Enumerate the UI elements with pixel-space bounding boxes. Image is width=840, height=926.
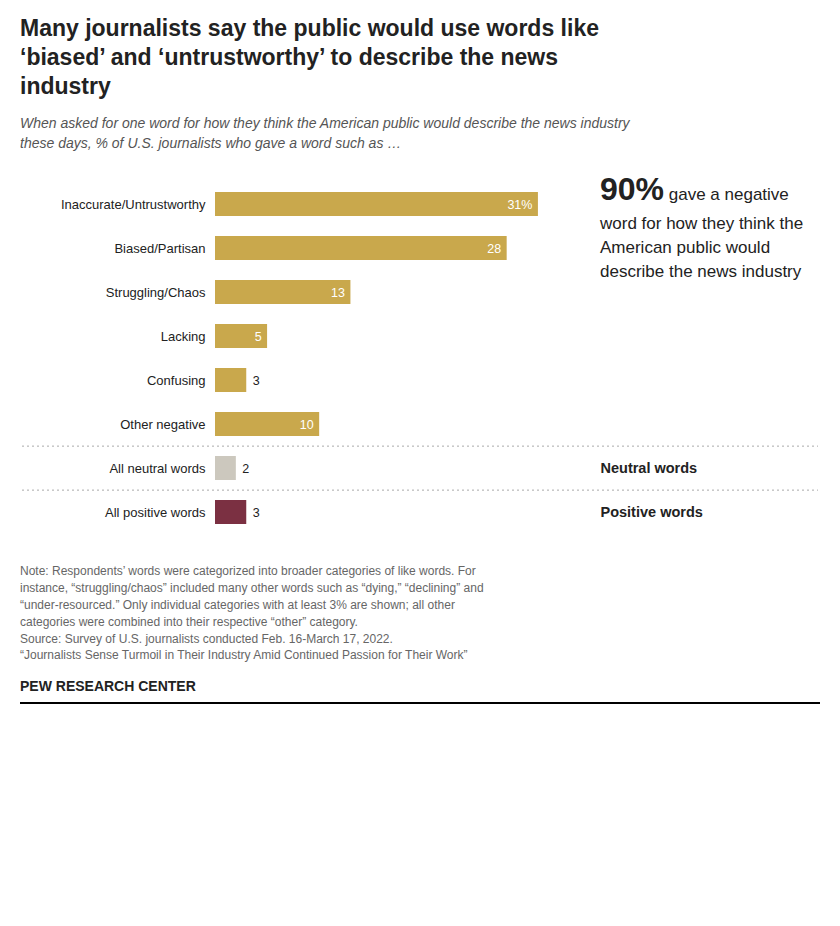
svg-text:Biased/Partisan: Biased/Partisan [114, 241, 205, 256]
svg-text:5: 5 [255, 330, 262, 344]
html-text:Note: Respondents’ words were: Note: Respondents’ words were categorize… [20, 564, 484, 663]
svg-text:Inaccurate/Untrustworthy: Inaccurate/Untrustworthy [61, 197, 206, 212]
svg-text:Lacking: Lacking [161, 329, 206, 344]
html-text:When asked for one word for ho: When asked for one word for how they thi… [20, 115, 630, 151]
svg-text:13: 13 [331, 286, 345, 300]
svg-text:10: 10 [300, 418, 314, 432]
html-text:Many journalists say the publi: Many journalists say the public would us… [20, 15, 599, 99]
svg-text:Struggling/Chaos: Struggling/Chaos [106, 285, 206, 300]
svg-text:2: 2 [242, 462, 249, 476]
svg-text:Positive words: Positive words [601, 505, 703, 521]
svg-text:Neutral words: Neutral words [601, 461, 698, 477]
svg-text:Confusing: Confusing [147, 373, 206, 388]
svg-text:31%: 31% [507, 198, 532, 212]
svg-text:All positive words: All positive words [105, 505, 206, 520]
svg-text:3: 3 [253, 506, 260, 520]
svg-text:Other negative: Other negative [120, 417, 205, 432]
svg-text:All neutral words: All neutral words [109, 461, 206, 476]
html-text:PEW RESEARCH CENTER: PEW RESEARCH CENTER [20, 678, 196, 695]
html-text:90%gave a negative word for ho: 90%gave a negative word for how they thi… [600, 171, 804, 281]
svg-text:28: 28 [487, 242, 501, 256]
svg-text:3: 3 [253, 374, 260, 388]
